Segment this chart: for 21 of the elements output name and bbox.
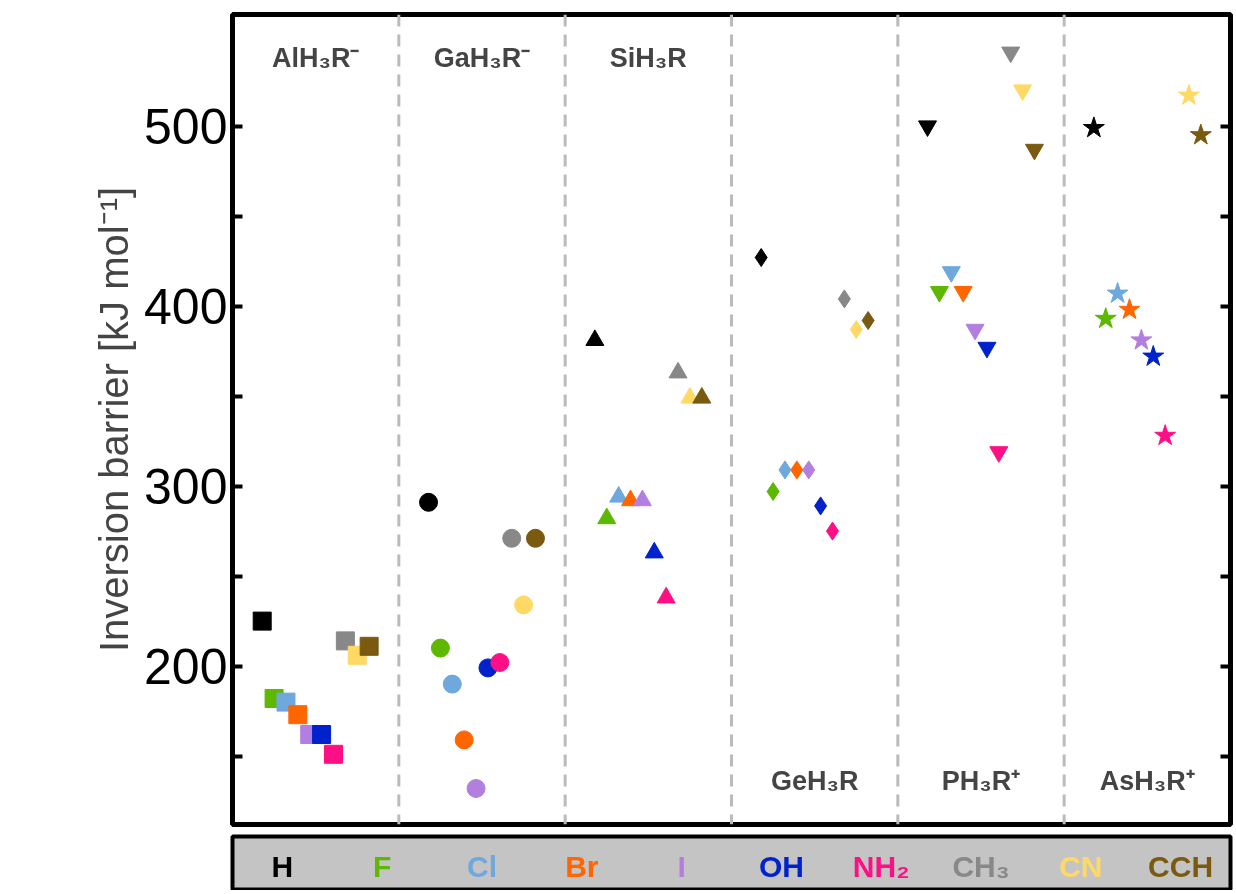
- text: Br: [565, 849, 599, 883]
- x-tick-label: PH₃R⁺: [941, 766, 1021, 797]
- x-tick-label: SiH₃R: [609, 42, 687, 73]
- text: OH: [758, 849, 804, 883]
- y-tick-label: 400: [144, 278, 228, 335]
- x-tick-label: GaH₃R⁻: [433, 42, 531, 73]
- x-tick-label: AlH₃R⁻: [271, 42, 360, 73]
- text: CCH: [1148, 849, 1214, 883]
- text: I: [677, 849, 686, 883]
- text: NH₂: [852, 849, 910, 883]
- x-tick-label: GeH₃R: [770, 766, 859, 797]
- text: H: [271, 849, 294, 883]
- y-axis-title: Inversion barrier [kJ mol⁻¹]: [92, 186, 137, 653]
- text: CN: [1059, 849, 1103, 883]
- text: CH₃: [952, 849, 1010, 883]
- y-tick-label: 300: [144, 458, 228, 515]
- text: Cl: [467, 849, 497, 883]
- x-tick-label: AsH₃R⁺: [1099, 766, 1195, 797]
- y-tick-label: 200: [144, 638, 228, 695]
- y-tick-label: 500: [144, 98, 228, 155]
- text: F: [373, 849, 392, 883]
